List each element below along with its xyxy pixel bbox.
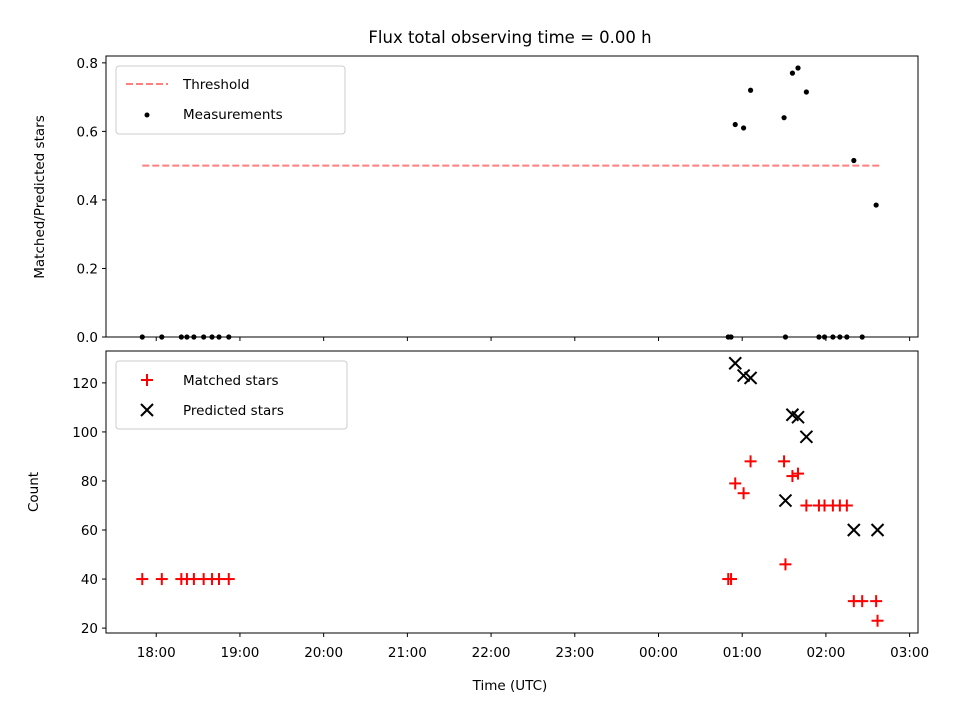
top-y-tick-label: 0.4: [77, 193, 98, 209]
measurement-point: [747, 87, 754, 93]
predicted-star-stroke-b: [847, 523, 861, 537]
matched-star-point: [800, 499, 813, 512]
bottom-axes-frame: [105, 350, 919, 634]
predicted-star-point: [728, 356, 742, 370]
matched-star-point: [779, 558, 792, 571]
legend-threshold-label: Threshold: [182, 77, 250, 93]
matched-star-point: [840, 499, 853, 512]
predicted-star-stroke-b: [728, 356, 742, 370]
x-tick-label: 20:00: [304, 645, 343, 661]
top-legend: Threshold Measurements: [115, 65, 346, 135]
matched-star-point: [778, 455, 791, 468]
chart-title: Flux total observing time = 0.00 h: [368, 28, 651, 47]
bottom-y-tick-label: 60: [81, 523, 98, 539]
x-tick-label: 23:00: [555, 645, 594, 661]
bottom-marks: [136, 356, 885, 627]
matched-star-point: [729, 477, 742, 490]
x-tick-label: 21:00: [388, 645, 427, 661]
x-axis-label: Time (UTC): [472, 678, 548, 694]
matched-star-point: [856, 595, 869, 608]
top-panel: 0.00.20.40.60.8 Matched/Predicted stars …: [32, 55, 919, 346]
predicted-star-stroke-b: [791, 410, 805, 424]
top-marks: [139, 65, 882, 340]
top-y-tick-label: 0.6: [77, 124, 98, 140]
top-y-ticks: 0.0 0.2 0.4 0.6 0.8: [77, 56, 106, 346]
predicted-star-point: [791, 410, 805, 424]
legend-predicted-swatch: [140, 403, 154, 417]
matched-star-point: [725, 573, 738, 586]
matched-star-point: [870, 595, 883, 608]
predicted-star-point: [736, 368, 751, 383]
legend-measurements-swatch: [144, 112, 150, 118]
predicted-star-stroke-b: [743, 371, 758, 385]
predicted-star-point: [847, 523, 861, 537]
measurement-point: [851, 157, 857, 164]
matched-star-point: [222, 573, 235, 586]
bottom-legend: Matched stars Predicted stars: [115, 360, 348, 430]
x-tick-label: 01:00: [723, 645, 762, 661]
x-tick-label: 19:00: [220, 645, 259, 661]
matched-star-point: [786, 470, 799, 483]
measurement-point: [873, 202, 879, 208]
bottom-y-tick-label: 20: [81, 621, 98, 637]
measurement-point: [741, 125, 747, 131]
predicted-star-stroke-b: [785, 408, 800, 422]
predicted-star-stroke-b: [799, 430, 814, 444]
predicted-star-stroke-b: [870, 523, 885, 537]
matched-star-point: [737, 487, 750, 500]
matched-star-point: [792, 467, 805, 480]
bottom-y-ticks: 20 40 60 80 100 120: [72, 376, 106, 637]
top-y-tick-label: 0.0: [77, 330, 98, 346]
top-legend-box: [115, 65, 346, 135]
top-y-tick-label: 0.8: [77, 56, 98, 72]
top-x-ticks: [155, 337, 911, 341]
legend-matched-label: Matched stars: [183, 373, 279, 389]
matched-star-point: [136, 573, 149, 586]
predicted-star-point: [743, 371, 758, 385]
bottom-y-tick-label: 100: [72, 425, 98, 441]
bottom-x-ticks: 18:00 19:00 20:00 21:00 22:00 23:00 00:00 01:00…: [137, 633, 929, 661]
top-y-tick-label: 0.2: [77, 261, 98, 277]
matched-star-point: [871, 614, 884, 627]
x-tick-label: 00:00: [639, 645, 678, 661]
top-axes-frame: [105, 55, 919, 338]
x-tick-label: 22:00: [472, 645, 511, 661]
x-tick-label: 18:00: [137, 645, 176, 661]
x-tick-label: 03:00: [890, 645, 929, 661]
predicted-star-stroke-b: [736, 368, 751, 383]
x-tick-label: 02:00: [806, 645, 845, 661]
bottom-legend-box: [115, 360, 348, 430]
legend-predicted-label: Predicted stars: [183, 403, 284, 419]
bottom-y-tick-label: 120: [72, 376, 98, 392]
predicted-star-point: [778, 493, 793, 508]
legend-matched-swatch: [141, 374, 153, 386]
matched-star-point: [155, 573, 168, 586]
top-y-axis-label: Matched/Predicted stars: [32, 115, 48, 278]
bottom-panel: 20 40 60 80 100 120 18:00 19:00 20:00 21:00 22:00…: [26, 350, 929, 694]
predicted-star-stroke-b: [778, 493, 793, 508]
measurement-point: [732, 121, 738, 128]
predicted-star-point: [870, 523, 885, 537]
matched-star-point: [744, 455, 757, 468]
bottom-y-axis-label: Count: [26, 472, 42, 512]
bottom-y-tick-label: 40: [81, 572, 98, 588]
predicted-star-point: [799, 430, 814, 444]
bottom-y-tick-label: 80: [81, 474, 98, 490]
measurement-point: [803, 89, 809, 95]
legend-measurements-label: Measurements: [183, 107, 283, 123]
measurement-point: [795, 65, 801, 71]
measurement-point: [781, 115, 787, 121]
measurement-point: [789, 70, 796, 76]
